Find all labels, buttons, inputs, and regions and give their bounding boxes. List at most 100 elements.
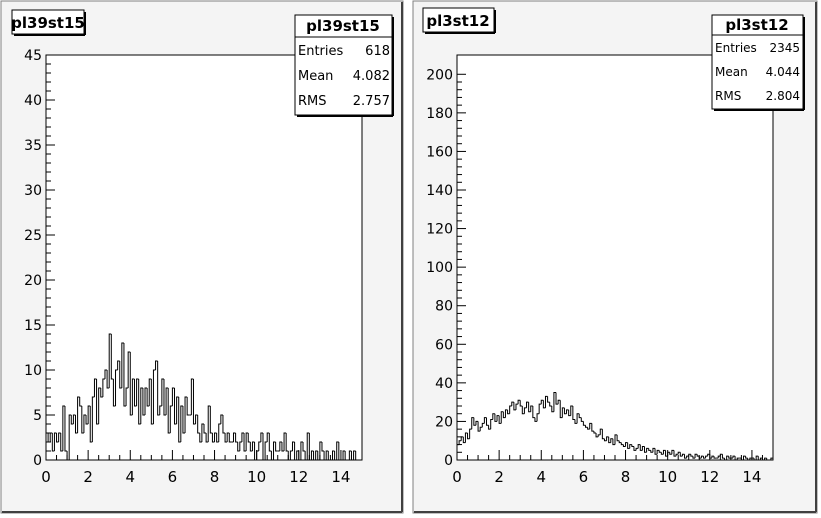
y-tick-label-right: 200 (426, 67, 453, 83)
histogram-bin-right (458, 440, 462, 445)
histogram-bin-left (317, 451, 320, 461)
stats-rms-value-right: 2.804 (766, 89, 800, 103)
histogram-bin-right (728, 456, 731, 459)
histogram-bin-right (616, 434, 620, 442)
histogram-bin-left (355, 451, 358, 461)
histogram-bin-right (705, 455, 708, 459)
y-tick-label-left: 30 (24, 183, 42, 199)
bins-left (45, 333, 362, 461)
histogram-bin-right (599, 428, 603, 435)
histogram-bin-right (650, 450, 653, 453)
histogram-bin-right (540, 399, 544, 405)
histogram-bin-left (62, 405, 65, 451)
histogram-bin-left (49, 432, 53, 442)
histogram-bin-left (79, 397, 82, 407)
histogram-bin-left (182, 406, 186, 434)
histogram-bin-left (119, 361, 122, 389)
histogram-bin-right (635, 447, 639, 451)
histogram-bin-right (654, 448, 658, 455)
histogram-bin-right (726, 455, 729, 460)
histogram-bin-left (91, 396, 95, 442)
histogram-bin-left (344, 451, 348, 461)
histogram-bin-right (582, 421, 586, 426)
histogram-bin-left (174, 388, 177, 425)
histogram-bin-left (245, 432, 249, 451)
x-tick-label-left: 14 (331, 468, 350, 486)
histogram-bin-left (199, 433, 202, 443)
histogram-bin-right (686, 455, 689, 459)
histogram-bin-right (717, 455, 721, 459)
histogram-bin-left (283, 432, 287, 451)
histogram-bin-right (507, 409, 510, 415)
histogram-bin-right (498, 415, 502, 424)
histogram-bin-left (251, 441, 255, 451)
histogram-bin-left (56, 433, 59, 443)
histogram-bin-left (155, 360, 158, 370)
histogram-bin-left (142, 388, 146, 416)
histogram-bin-right (521, 406, 525, 415)
histogram-bin-right (643, 446, 647, 453)
histogram-bin-left (127, 351, 131, 388)
histogram-bin-left (321, 442, 325, 452)
histogram-bin-right (627, 442, 630, 449)
histogram-bin-left (243, 433, 247, 452)
histogram-bin-left (93, 378, 97, 397)
histogram-bin-right (587, 427, 590, 430)
histogram-bin-right (566, 409, 569, 414)
histogram-bin-left (133, 379, 137, 407)
histogram-bin-left (334, 451, 337, 461)
histogram-bin-right (620, 442, 624, 446)
histogram-bin-left (275, 442, 278, 452)
x-tick-label-right: 0 (452, 468, 462, 486)
histogram-bin-right (698, 456, 702, 459)
y-axis-ticks-left (46, 54, 55, 461)
histogram-bin-right (509, 405, 512, 414)
histogram-bin-right (743, 455, 746, 460)
histogram-bin-right (534, 417, 538, 422)
y-tick-label-left: 10 (24, 363, 42, 379)
stats-rms-label-left: RMS (298, 94, 327, 109)
histogram-bin-right (679, 452, 683, 457)
bins-right (456, 392, 774, 461)
x-tick-label-left: 6 (168, 468, 178, 486)
histogram-bin-left (262, 433, 266, 461)
y-tick-label-right: 40 (435, 376, 453, 392)
histogram-bin-left (68, 414, 72, 460)
histogram-bin-left (85, 415, 89, 425)
histogram-bin-left (110, 334, 114, 380)
histogram-bin-right (464, 432, 468, 443)
histogram-bin-right (761, 458, 765, 461)
histogram-bin-right (625, 442, 628, 447)
histogram-bin-left (74, 415, 78, 434)
x-tick-labels-right: 0 2 4 6 8 10 12 14 (452, 468, 761, 486)
histogram-bin-left (291, 441, 295, 451)
histogram-bin-left (98, 387, 101, 424)
plot-frame-right (456, 54, 774, 461)
y-tick-label-left: 35 (24, 138, 42, 154)
histogram-bin-left (300, 441, 304, 460)
histogram-bin-right (490, 419, 493, 430)
histogram-bin-left (180, 405, 183, 442)
histogram-bin-right (496, 415, 500, 422)
histogram-bin-right (757, 456, 761, 461)
histogram-bin-right (608, 436, 611, 444)
histogram-bin-left (353, 450, 356, 460)
histogram-bin-left (165, 387, 169, 415)
histogram-bin-left (268, 433, 272, 452)
histogram-bin-left (123, 343, 127, 407)
stats-entries-value-right: 2345 (769, 41, 800, 55)
histogram-bin-right (494, 413, 498, 422)
histogram-bin-left (148, 378, 152, 406)
histogram-bin-left (281, 442, 285, 452)
histogram-bin-left (310, 450, 314, 460)
histogram-bin-left (289, 450, 293, 460)
histogram-bin-right (580, 417, 584, 422)
histogram-bin-right (517, 399, 521, 405)
histogram-bin-left (102, 378, 105, 397)
histogram-bin-left (60, 433, 63, 452)
x-tick-label-right: 12 (700, 468, 719, 486)
histogram-bin-right (526, 401, 529, 408)
histogram-bin-left (342, 450, 346, 460)
y-tick-label-right: 80 (435, 299, 453, 315)
